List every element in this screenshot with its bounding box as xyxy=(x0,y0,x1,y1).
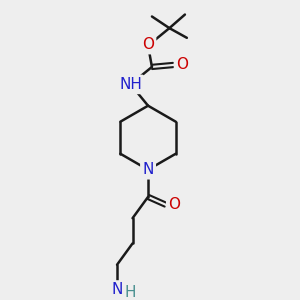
Text: NH: NH xyxy=(119,77,142,92)
Text: H: H xyxy=(125,285,136,300)
Text: O: O xyxy=(168,197,180,212)
Text: N: N xyxy=(142,162,154,177)
Text: O: O xyxy=(176,58,188,73)
Text: O: O xyxy=(142,37,154,52)
Text: N: N xyxy=(111,283,123,298)
